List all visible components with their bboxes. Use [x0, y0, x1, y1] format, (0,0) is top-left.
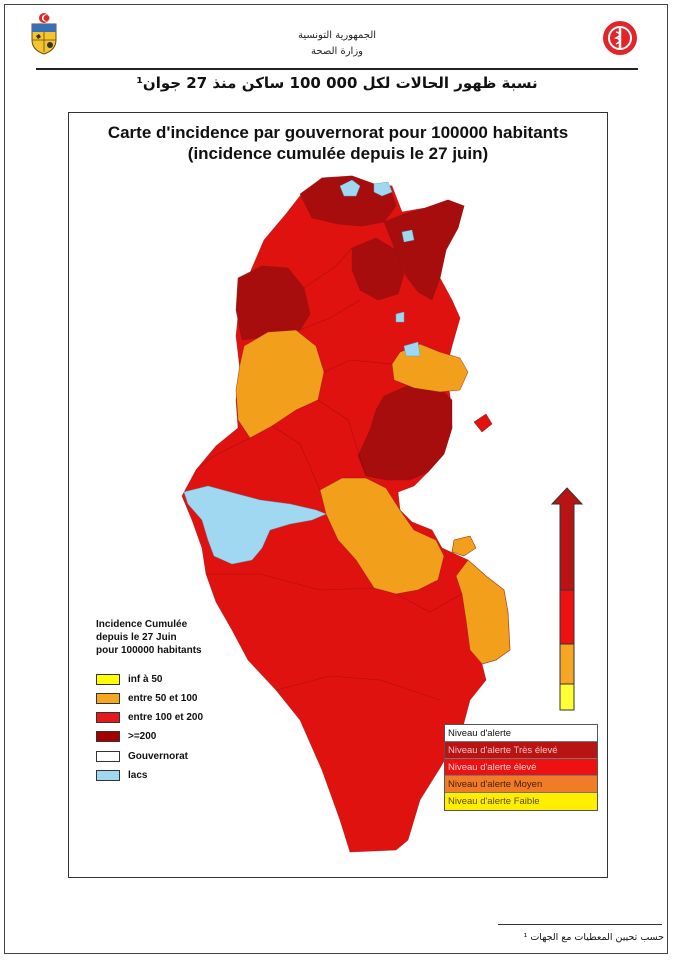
alert-scale-eleve	[559, 589, 575, 645]
region-bizerte	[299, 175, 397, 227]
alert-row-faible: Niveau d'alerte Faible	[445, 793, 597, 810]
legend-item-200-plus: >=200	[96, 729, 156, 743]
legend-item-lacs: lacs	[96, 768, 147, 782]
alert-row-eleve: Niveau d'alerte élevé	[445, 759, 597, 776]
region-jendouba	[235, 265, 311, 341]
legend-item-inf-50: inf à 50	[96, 672, 162, 686]
legend-label: lacs	[128, 769, 148, 781]
legend-label: >=200	[128, 730, 157, 742]
region-medenine	[455, 559, 511, 665]
map-title: Carte d'incidence par gouvernorat pour 1…	[68, 122, 608, 164]
lake-sebkha	[395, 311, 405, 323]
region-nabeul	[383, 199, 465, 301]
legend-swatch	[96, 711, 120, 723]
lake-bizerte	[373, 181, 393, 197]
footnote-divider	[498, 924, 662, 925]
alert-scale-faible	[559, 683, 575, 711]
alert-level-table: Niveau d'alerte Niveau d'alerte Très éle…	[444, 724, 598, 811]
legend-label: entre 50 et 100	[128, 692, 198, 704]
legend-label: Gouvernorat	[128, 750, 189, 762]
alert-row-moyen: Niveau d'alerte Moyen	[445, 776, 597, 793]
header-divider	[36, 68, 638, 70]
map-title-line1: Carte d'incidence par gouvernorat pour 1…	[107, 123, 569, 142]
legend-title-line2: depuis le 27 Juin	[96, 632, 177, 643]
document-title: نسبة ظهور الحالات لكل 000 100 ساكن منذ 2…	[136, 74, 538, 92]
alert-row-tres-eleve: Niveau d'alerte Très élevé	[445, 742, 597, 759]
alert-scale	[550, 487, 584, 711]
legend-label: inf à 50	[128, 673, 163, 685]
legend-item-50-100: entre 50 et 100	[96, 691, 198, 705]
legend-label: entre 100 et 200	[128, 711, 204, 723]
island-kerkennah	[473, 413, 493, 433]
legend-swatch	[96, 692, 120, 704]
legend-swatch	[96, 769, 120, 781]
lake-tunis	[401, 229, 415, 243]
alert-scale-tres-eleve	[550, 487, 584, 591]
chott-el-jerid	[183, 485, 327, 565]
legend-title-line3: pour 100000 habitants	[96, 645, 202, 656]
region-ben-arous	[351, 237, 405, 301]
map-title-line2: (incidence cumulée depuis le 27 juin)	[187, 144, 489, 163]
page-frame	[4, 4, 668, 954]
legend-item-100-200: entre 100 et 200	[96, 710, 203, 724]
legend-title: Incidence Cumulée depuis le 27 Juin pour…	[96, 618, 266, 657]
legend-item-gouvernorat: Gouvernorat	[96, 749, 188, 763]
legend-swatch	[96, 750, 120, 762]
legend-title-line1: Incidence Cumulée	[96, 619, 188, 630]
region-kasserine	[235, 329, 325, 439]
alert-row-header: Niveau d'alerte	[445, 725, 597, 742]
ministry-of-health-emblem-icon	[603, 21, 637, 55]
alert-scale-moyen	[559, 643, 575, 685]
lake-ichkeul	[339, 179, 361, 197]
legend-swatch	[96, 673, 120, 685]
ministry-name: وزارة الصحة	[311, 46, 363, 57]
map-frame	[68, 112, 608, 878]
legend-swatch	[96, 730, 120, 742]
footnote: حسب تحيين المعطيات مع الجهات ¹	[523, 932, 664, 943]
region-sfax	[319, 477, 445, 595]
tunisia-coat-of-arms-icon	[31, 13, 57, 55]
ministry-header: الجمهورية التونسية وزارة الصحة	[200, 28, 474, 60]
lake-kelbia	[403, 341, 421, 357]
republic-name: الجمهورية التونسية	[297, 30, 377, 41]
island-djerba	[451, 535, 477, 557]
